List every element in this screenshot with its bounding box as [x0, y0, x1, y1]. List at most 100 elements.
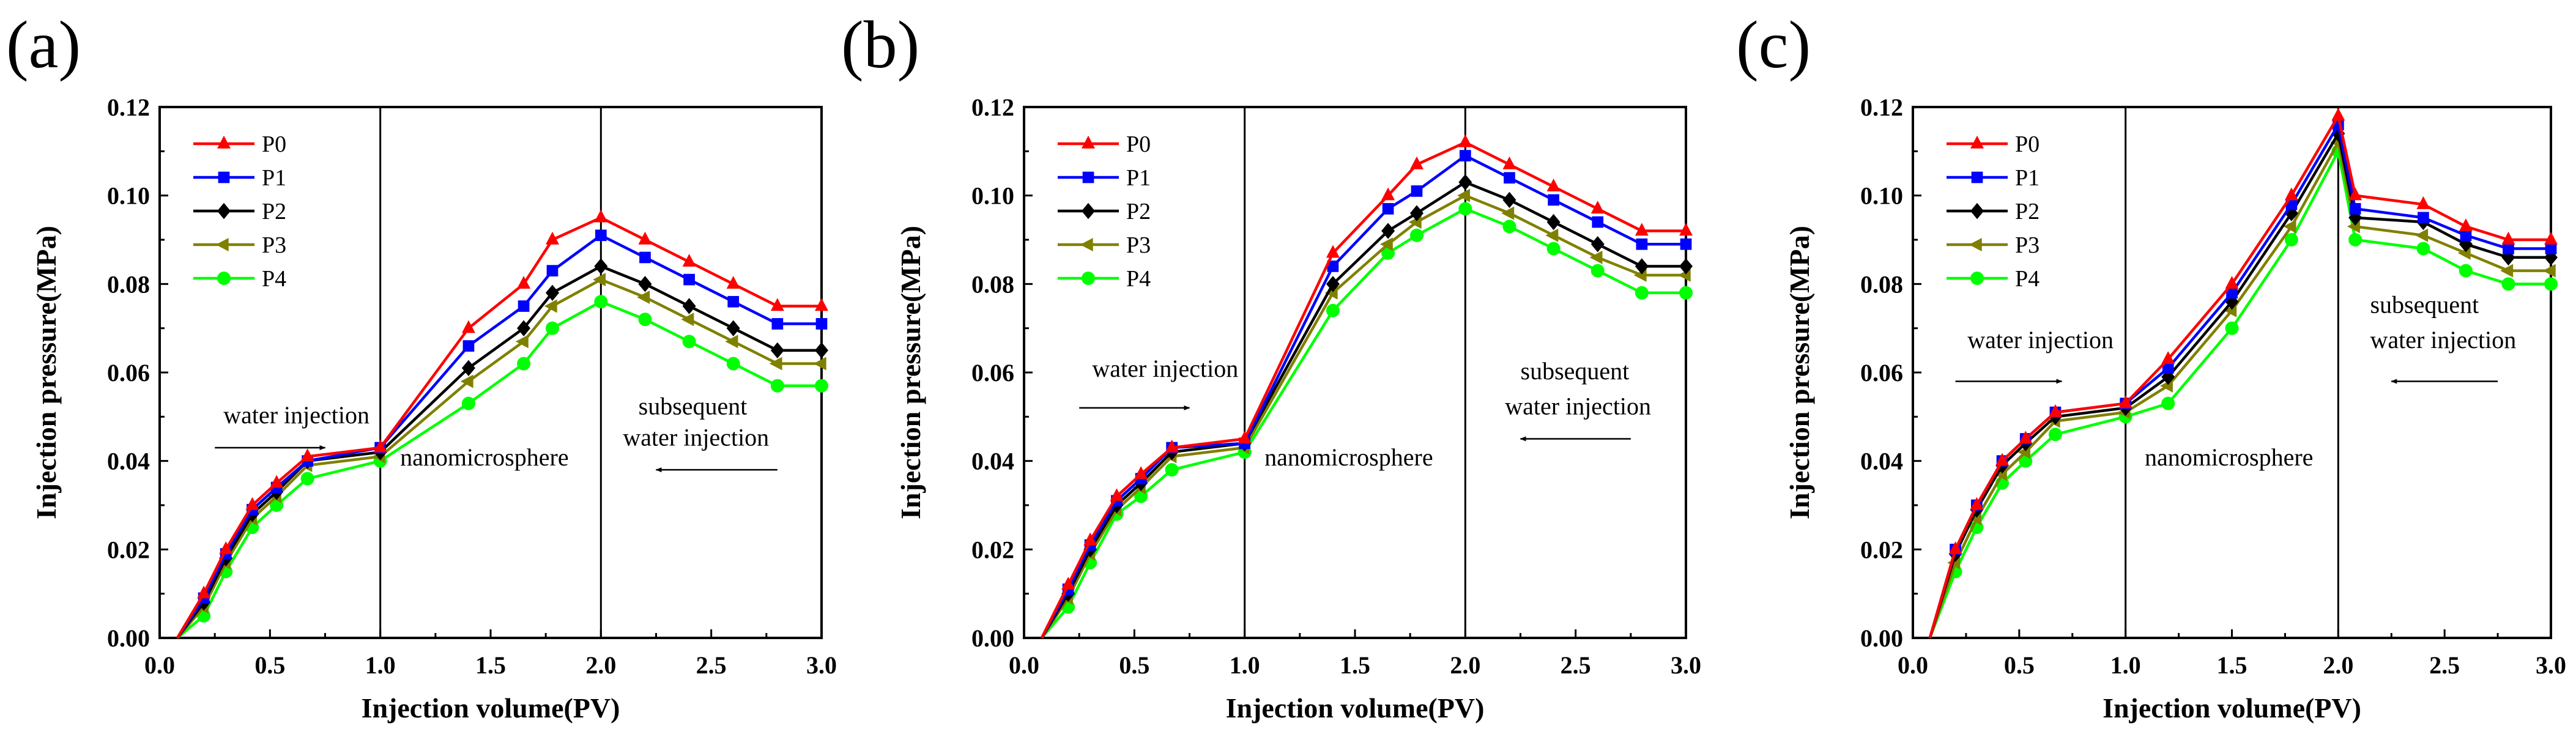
data-point-P2: [1502, 191, 1516, 209]
data-point-P0: [2048, 404, 2062, 417]
data-point-P4: [1502, 220, 1516, 234]
data-point-P2: [1679, 258, 1693, 275]
x-tick-label: 1.5: [1340, 651, 1370, 679]
data-point-P4: [300, 472, 314, 486]
data-point-P3: [2415, 228, 2429, 242]
data-point-P4: [726, 357, 740, 371]
annotation-water-injection: water injection: [1092, 355, 1238, 382]
data-point-P0: [2416, 196, 2430, 209]
data-point-P4: [638, 313, 652, 327]
y-tick-label: 0.12: [971, 94, 1014, 121]
data-point-P0: [2161, 351, 2175, 364]
data-point-P4: [682, 335, 696, 349]
data-point-P1: [1680, 238, 1692, 250]
series-line-P1: [176, 234, 822, 639]
legend-marker-P2: [1082, 202, 1095, 220]
data-point-P3: [544, 299, 557, 313]
data-point-P0: [270, 475, 284, 488]
data-point-P3: [515, 335, 529, 349]
data-point-P0: [1165, 439, 1179, 453]
data-point-P4: [2284, 233, 2298, 246]
data-point-P1: [1636, 238, 1648, 250]
legend-marker-P4: [1082, 272, 1095, 285]
data-point-P3: [681, 313, 694, 327]
data-point-P3: [769, 357, 782, 371]
x-tick-label: 2.0: [585, 651, 616, 679]
data-point-P1: [595, 229, 607, 242]
data-point-P0: [594, 209, 608, 223]
x-tick-label: 0.0: [144, 651, 175, 679]
x-tick-label: 3.0: [2536, 651, 2566, 679]
chart-panel-3: (c) 0.0 0.5 1.0 1.5 2.0 2.5 3.0 0.00 0.02 0.04 0.06…: [1736, 7, 2566, 724]
data-point-P1: [2545, 243, 2557, 254]
y-tick-label: 0.06: [1860, 359, 1903, 387]
x-axis-title: Injection volume(PV): [1226, 692, 1485, 724]
chart-panel-1: (a) 0.0 0.5 1.0 1.5 2.0 2.5 3.0 0.00 0.02 0.04 0.06…: [6, 7, 837, 724]
data-point-P4: [2048, 428, 2062, 442]
data-point-P1: [2226, 287, 2238, 299]
legend-label-P2: P2: [2015, 199, 2040, 224]
data-point-P0: [2501, 231, 2515, 245]
data-point-P1: [2418, 212, 2429, 224]
x-axis-title: Injection volume(PV): [362, 692, 620, 724]
data-point-P0: [2348, 187, 2363, 201]
data-point-P1: [639, 251, 651, 264]
annotation-nanomicrosphere: nanomicrosphere: [2145, 443, 2313, 471]
legend-label-P0: P0: [1126, 131, 1151, 157]
legend: P0 P1 P2 P3 P4: [193, 131, 286, 292]
data-point-P2: [1591, 236, 1605, 253]
data-point-P2: [517, 320, 531, 336]
series-line-P0: [1040, 141, 1686, 639]
data-point-P2: [770, 342, 784, 359]
data-point-P0: [682, 253, 696, 267]
x-tick-label: 0.5: [1119, 651, 1149, 679]
y-tick-label: 0.04: [1860, 448, 1903, 475]
series-line-P2: [1040, 180, 1686, 639]
data-point-P0: [300, 448, 314, 462]
data-point-P0: [545, 231, 559, 245]
data-point-P0: [2225, 276, 2239, 289]
data-point-P0: [245, 497, 259, 510]
legend-label-P2: P2: [1126, 199, 1151, 224]
data-point-P2: [2161, 369, 2175, 385]
legend-label-P3: P3: [2015, 232, 2040, 258]
data-point-P4: [517, 357, 531, 371]
data-point-P0: [1326, 245, 1340, 258]
data-point-P0: [1948, 541, 1962, 555]
data-point-P3: [1379, 237, 1393, 251]
x-tick-label: 0.0: [1898, 651, 1928, 679]
data-point-P0: [2331, 108, 2345, 121]
data-point-P1: [1411, 185, 1423, 197]
data-point-P0: [2019, 431, 2033, 444]
y-tick-label: 0.10: [107, 182, 150, 210]
legend-label-P1: P1: [1126, 165, 1151, 191]
data-point-P4: [2225, 321, 2239, 335]
x-tick-label: 1.0: [365, 651, 396, 679]
data-point-P3: [2542, 264, 2556, 278]
x-tick-label: 1.5: [2217, 651, 2248, 679]
data-point-P3: [460, 374, 473, 388]
data-point-P1: [2349, 203, 2361, 215]
y-tick-label: 0.02: [1860, 536, 1903, 563]
data-point-P0: [1134, 466, 1148, 480]
legend-marker-P3: [215, 238, 229, 251]
legend-marker-P3: [1080, 238, 1093, 251]
data-point-P3: [2283, 220, 2296, 234]
data-point-P0: [461, 320, 475, 333]
data-point-P0: [1635, 223, 1649, 236]
data-point-P0: [2284, 187, 2298, 201]
annotation-water-injection: water injection: [1967, 326, 2114, 354]
data-point-P3: [593, 273, 606, 287]
x-tick-label: 0.5: [2004, 651, 2035, 679]
data-point-P1: [1548, 194, 1559, 206]
series-line-P0: [1928, 112, 2551, 639]
data-point-P4: [1591, 264, 1605, 278]
data-point-P1: [462, 340, 475, 352]
y-tick-label: 0.04: [107, 448, 150, 475]
annotation-subsequent: subsequent: [2370, 291, 2479, 318]
data-point-P2: [461, 360, 475, 376]
x-tick-label: 1.5: [475, 651, 506, 679]
y-tick-label: 0.10: [1860, 182, 1903, 210]
data-point-P0: [1083, 532, 1097, 546]
annotation-subsequent-water-injection: water injection: [623, 423, 769, 451]
